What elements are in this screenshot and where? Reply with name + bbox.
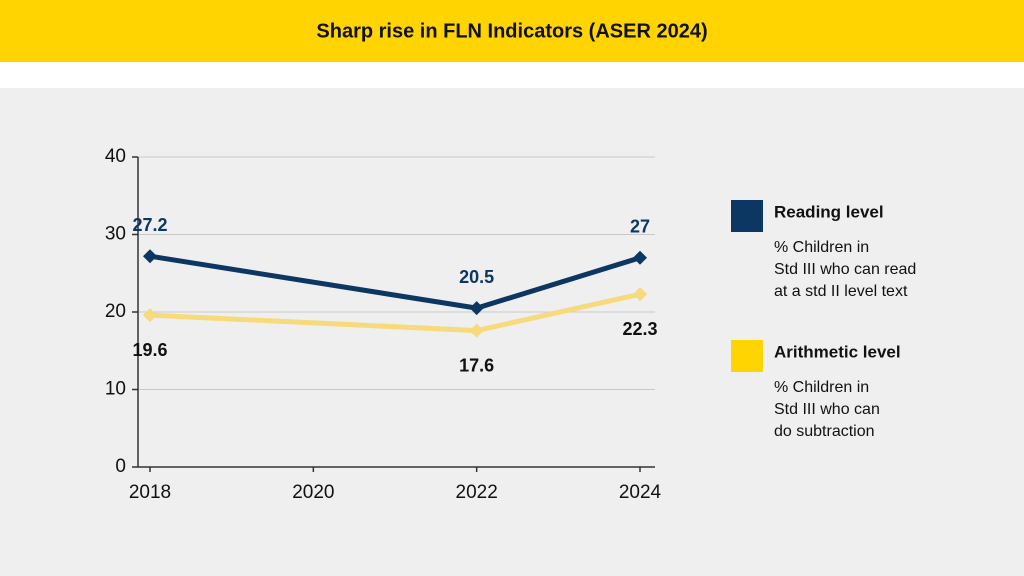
point-marker (469, 323, 484, 338)
background (0, 88, 1024, 576)
y-tick-label: 10 (105, 379, 126, 400)
legend-description: at a std II level text (774, 283, 908, 300)
point-marker (633, 250, 647, 265)
x-tick-label: 2020 (292, 482, 334, 503)
x-tick-label: 2022 (456, 482, 498, 503)
legend-description: % Children in (774, 379, 869, 396)
legend-description: Std III who can (774, 401, 880, 418)
data-label: 17.6 (459, 355, 494, 375)
legend-swatch (731, 200, 763, 232)
data-label: 19.6 (132, 340, 167, 360)
point-marker (469, 301, 484, 316)
x-tick-label: 2018 (129, 482, 171, 503)
legend-swatch (731, 340, 763, 372)
data-label: 27 (630, 217, 650, 237)
data-label: 20.5 (459, 267, 494, 287)
legend-description: do subtraction (774, 423, 875, 440)
data-label: 22.3 (622, 319, 657, 339)
point-marker (143, 249, 157, 264)
spacer (0, 62, 1024, 88)
legend-description: % Children in (774, 239, 869, 256)
data-label: 27.2 (132, 215, 167, 235)
y-tick-label: 20 (105, 301, 126, 322)
legend-description: Std III who can read (774, 261, 916, 278)
y-tick-label: 40 (105, 146, 126, 167)
y-tick-label: 30 (105, 224, 126, 245)
chart-title: Sharp rise in FLN Indicators (ASER 2024) (316, 20, 707, 42)
legend-label: Arithmetic level (774, 342, 901, 361)
title-banner (0, 0, 1024, 62)
point-marker (633, 287, 647, 302)
point-marker (143, 308, 157, 323)
legend-label: Reading level (774, 202, 884, 221)
x-tick-label: 2024 (619, 482, 662, 503)
y-tick-label: 0 (115, 456, 126, 477)
